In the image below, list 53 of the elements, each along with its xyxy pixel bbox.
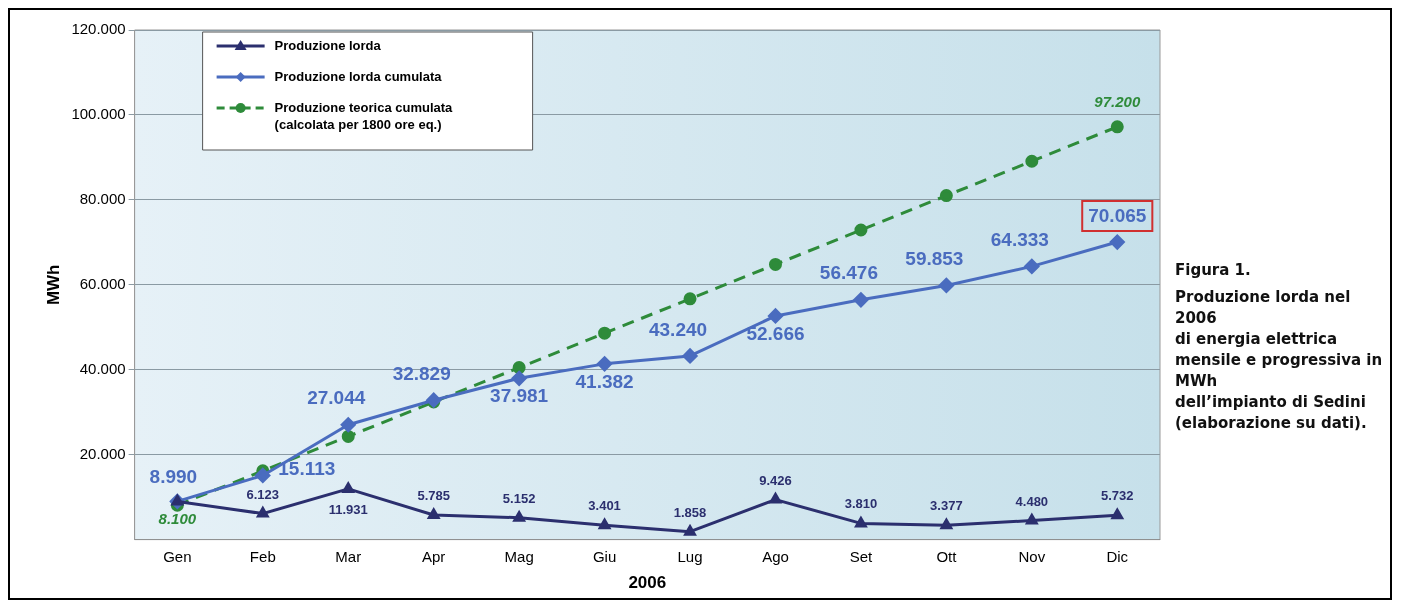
data-label: 4.480	[1015, 493, 1049, 509]
data-label: 8.990	[149, 466, 198, 488]
x-tick-label: Gen	[163, 547, 192, 565]
x-tick-label: Dic	[1106, 547, 1129, 565]
data-label: 59.853	[905, 248, 964, 270]
y-tick-label: 20.000	[79, 444, 126, 462]
x-tick-label: Mag	[504, 547, 534, 565]
text: dell’impianto di Sedini	[1175, 392, 1367, 413]
data-label: 3.377	[930, 498, 963, 514]
data-label: 8.100	[158, 509, 197, 527]
x-tick-label: Mar	[335, 547, 362, 565]
x-axis-title: 2006	[1175, 309, 1217, 327]
text: Figura 1.	[1175, 260, 1252, 281]
data-label: 3.810	[844, 496, 878, 512]
y-tick-label: 120.000	[71, 20, 126, 38]
data-label: 64.333	[990, 229, 1049, 251]
x-tick-label: Apr	[422, 547, 446, 565]
x-tick-label: Nov	[1018, 547, 1046, 565]
data-label: 11.931	[328, 502, 368, 518]
data-label: 1.858	[673, 504, 707, 520]
data-label: 56.476	[819, 262, 878, 284]
x-tick-label: Lug	[677, 547, 703, 565]
legend-label: Produzione teorica cumulata (calcolata per 1800 ore eq.)	[274, 99, 454, 132]
x-tick-label: Giu	[592, 547, 617, 565]
legend-label: Produzione lorda cumulata	[274, 68, 443, 84]
legend-label: Produzione lorda	[274, 37, 382, 53]
data-label: 27.044	[307, 387, 366, 409]
data-label: 5.152	[502, 490, 536, 506]
data-label: 5.785	[417, 488, 450, 504]
data-label: 52.666	[746, 322, 805, 344]
y-tick-label: 40.000	[79, 359, 126, 377]
x-tick-label: Ott	[936, 547, 958, 565]
text: di energia elettrica	[1175, 329, 1339, 350]
text: (elaborazione su dati).	[1175, 413, 1368, 434]
data-label: 15.113	[278, 458, 336, 480]
y-tick-label: 100.000	[71, 105, 126, 123]
text: Produzione lorda nel	[1175, 288, 1351, 306]
data-label: 70.065	[1088, 204, 1147, 226]
data-label: 3.401	[588, 498, 621, 514]
data-label: 9.426	[759, 472, 792, 488]
data-label: 37.981	[490, 385, 549, 407]
data-label: 97.200	[1094, 93, 1141, 111]
text: 2006	[628, 573, 667, 593]
y-tick-label: 60.000	[79, 274, 126, 292]
y-tick-label: 80.000	[79, 190, 126, 208]
data-label: 5.732	[1101, 488, 1134, 504]
data-label: 43.240	[648, 318, 708, 340]
data-label: 6.123	[246, 486, 280, 502]
data-label: 41.382	[575, 370, 634, 392]
x-tick-label: Feb	[249, 547, 276, 565]
x-tick-label: Ago	[762, 547, 789, 565]
x-tick-label: Set	[849, 547, 874, 565]
y-axis-title: MWh	[43, 264, 63, 306]
